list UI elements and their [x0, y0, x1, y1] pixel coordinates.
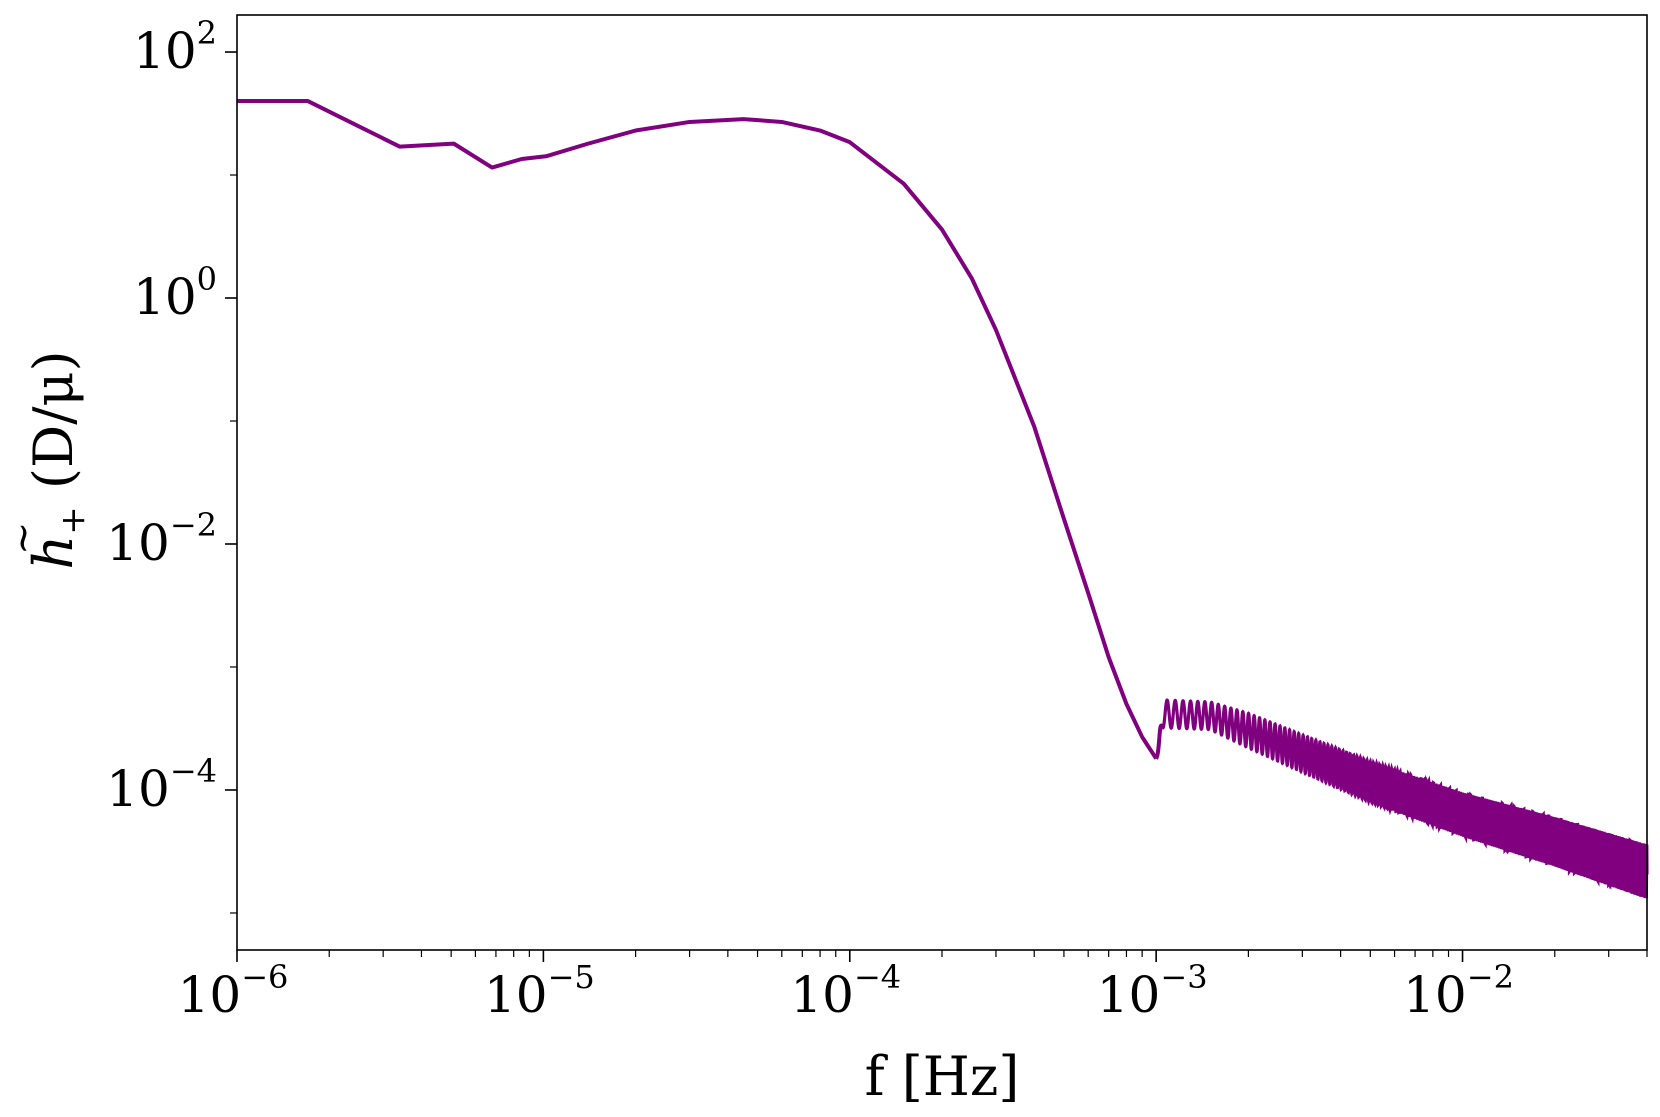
y-tick-base: 10: [133, 22, 197, 80]
y-tick-label-2: 100: [133, 260, 217, 326]
x-tick-base: 10: [790, 966, 854, 1024]
x-tick-exp: −2: [1467, 958, 1514, 996]
x-tick-label-3: 10−3: [1097, 958, 1208, 1024]
y-tick-label-1: 10−2: [106, 506, 217, 572]
series-layer: [237, 98, 1649, 899]
x-tick-base: 10: [1097, 966, 1161, 1024]
y-tick-base: 10: [106, 514, 170, 572]
x-tick-base: 10: [1403, 966, 1467, 1024]
x-tick-exp: −6: [241, 958, 288, 996]
x-tick-label-4: 10−2: [1403, 958, 1514, 1024]
x-tick-label-2: 10−4: [790, 958, 901, 1024]
y-tick-exp: −2: [170, 506, 217, 544]
x-tick-exp: −5: [548, 958, 595, 996]
y-tick-base: 10: [133, 268, 197, 326]
x-tick-label-0: 10−6: [178, 958, 289, 1024]
series-transition-0: [1154, 723, 1165, 760]
y-tick-exp: 2: [197, 14, 217, 52]
ticks-layer: [225, 51, 1648, 962]
x-tick-label-1: 10−5: [484, 958, 595, 1024]
y-axis-label-subscript: +: [53, 506, 93, 535]
x-tick-base: 10: [484, 966, 548, 1024]
y-axis-label: h+ (D/μ) ~: [0, 350, 93, 569]
y-tick-base: 10: [106, 760, 170, 818]
series-line-0: [237, 98, 1158, 760]
svg-text:h+ (D/μ): h+ (D/μ): [22, 350, 93, 569]
y-axis-label-symbol: h: [22, 535, 85, 570]
y-axis-label-accent: ~: [0, 521, 46, 555]
y-tick-label-0: 10−4: [106, 752, 217, 818]
series-oscillation-0: [1161, 698, 1649, 899]
y-axis-label-units: (D/μ): [22, 350, 85, 489]
y-tick-label-3: 102: [133, 14, 217, 80]
x-tick-exp: −3: [1160, 958, 1207, 996]
x-axis-label: f [Hz]: [865, 1045, 1020, 1108]
y-tick-exp: −4: [170, 752, 217, 790]
x-tick-base: 10: [178, 966, 242, 1024]
y-tick-exp: 0: [197, 260, 217, 298]
x-tick-exp: −4: [854, 958, 901, 996]
